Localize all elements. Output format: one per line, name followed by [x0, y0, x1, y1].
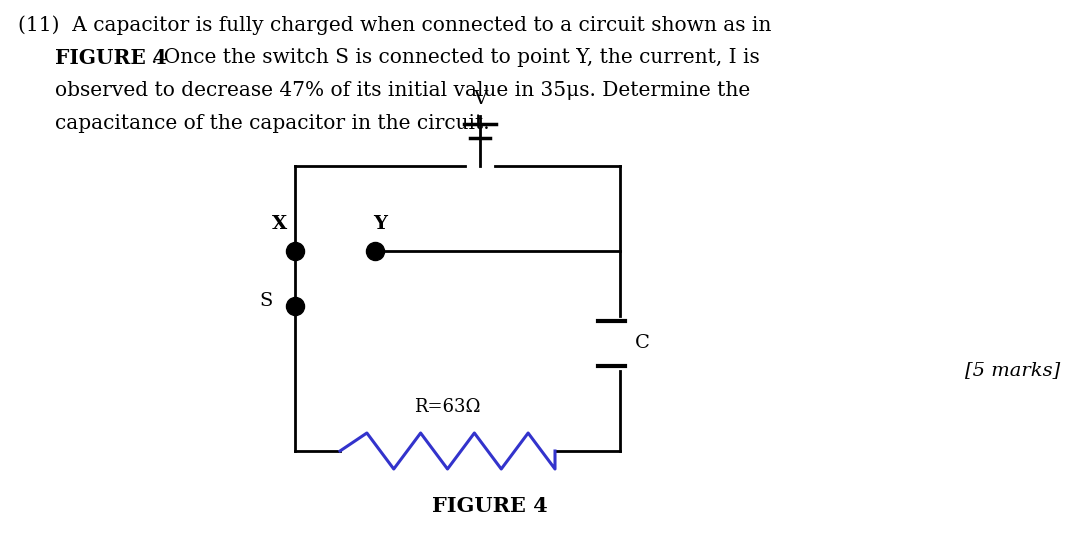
Text: C: C [635, 335, 650, 353]
Text: capacitance of the capacitor in the circuit.: capacitance of the capacitor in the circ… [54, 114, 489, 133]
Text: X: X [271, 215, 287, 233]
Text: R=63Ω: R=63Ω [414, 398, 481, 416]
Text: (11)  A capacitor is fully charged when connected to a circuit shown as in: (11) A capacitor is fully charged when c… [19, 15, 772, 34]
Text: . Once the switch S is connected to point Y, the current, I is: . Once the switch S is connected to poin… [152, 48, 760, 67]
Text: Y: Y [373, 215, 387, 233]
Text: FIGURE 4: FIGURE 4 [54, 48, 167, 68]
Text: V: V [473, 90, 487, 108]
Text: observed to decrease 47% of its initial value in 35μs. Determine the: observed to decrease 47% of its initial … [54, 81, 750, 100]
Text: [5 marks]: [5 marks] [965, 361, 1059, 379]
Text: FIGURE 4: FIGURE 4 [432, 496, 548, 516]
Text: S: S [259, 292, 272, 310]
